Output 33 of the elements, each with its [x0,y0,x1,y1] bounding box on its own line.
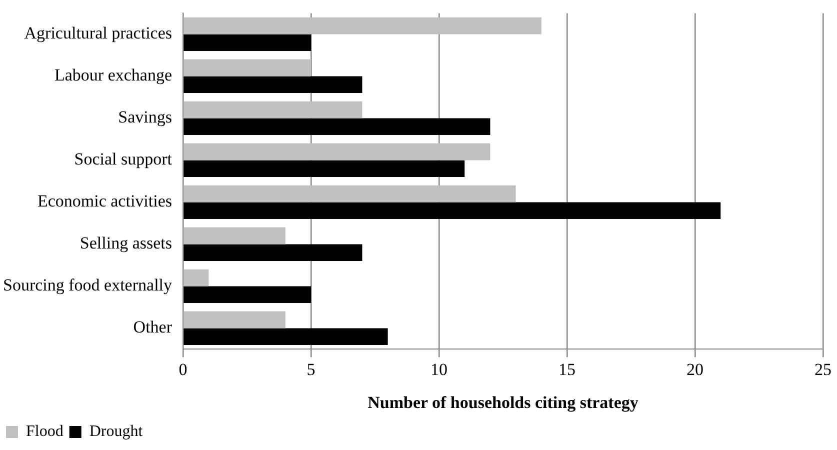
legend-label: Drought [89,423,144,440]
legend-label: Flood [26,423,64,440]
bar [184,101,362,118]
bar [184,160,465,177]
bar [184,311,286,328]
bar [184,269,209,286]
x-tick-label: 10 [430,360,448,379]
y-tick-label: Social support [74,150,172,169]
bar [184,185,516,202]
y-tick-label: Savings [118,108,172,127]
bar [184,202,721,219]
y-tick-label: Agricultural practices [24,24,172,43]
bar [184,244,362,261]
bar [184,118,490,135]
y-tick-label: Economic activities [37,192,172,211]
bar [184,328,388,345]
x-tick-label: 5 [306,360,316,379]
x-tick-label: 15 [558,360,576,379]
bar [184,286,312,303]
x-tick-label: 25 [814,360,832,379]
bar [184,17,542,34]
bar [184,143,490,160]
bar [184,227,286,244]
x-tick-label: 0 [178,360,188,379]
bar [184,76,362,93]
x-axis-title: Number of households citing strategy [368,393,639,412]
bar [184,59,312,76]
y-tick-label: Other [133,318,172,337]
y-tick-label: Selling assets [80,234,172,253]
x-tick-label: 20 [686,360,704,379]
bar [184,34,312,51]
y-tick-label: Labour exchange [54,66,172,85]
y-tick-label: Sourcing food externally [2,276,173,295]
